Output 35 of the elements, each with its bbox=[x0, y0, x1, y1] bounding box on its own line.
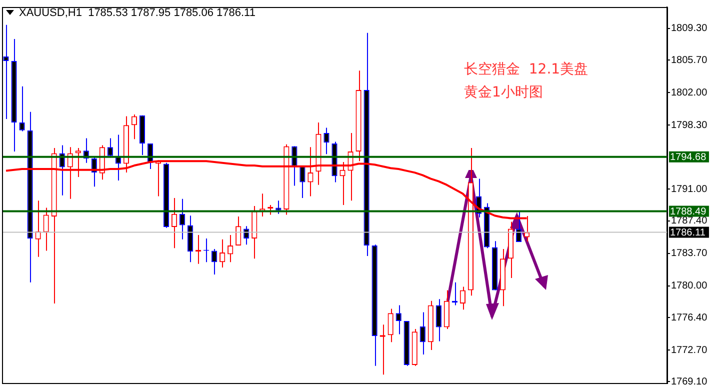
y-tick-label: 1769.10 bbox=[671, 376, 708, 388]
y-tick-label: 1791.00 bbox=[671, 184, 708, 195]
candlestick bbox=[35, 200, 41, 258]
annotation: 黄金1小时图 bbox=[464, 84, 543, 101]
candlestick bbox=[171, 198, 178, 249]
annotation: 长空猎金 12.1美盘 bbox=[464, 62, 588, 78]
y-tick-label: 1783.70 bbox=[671, 248, 708, 260]
candlestick bbox=[220, 238, 226, 268]
candlestick bbox=[388, 308, 394, 343]
candlestick bbox=[228, 234, 234, 263]
candlestick bbox=[212, 248, 218, 275]
candlestick bbox=[276, 200, 282, 214]
candlestick bbox=[43, 207, 49, 252]
candlestick bbox=[420, 312, 426, 355]
y-tick-label: 1780.00 bbox=[671, 280, 708, 292]
candlestick bbox=[300, 165, 306, 199]
candlestick bbox=[179, 198, 186, 240]
candlestick bbox=[396, 304, 402, 335]
y-tick-label: 1802.00 bbox=[671, 87, 708, 98]
candlestick bbox=[436, 298, 442, 342]
ref-line-label: 1794.68 bbox=[670, 152, 707, 164]
y-tick-label: 1805.70 bbox=[671, 54, 708, 66]
chart-title: XAUUSD,H1 1785.53 1787.95 1785.06 1786.11 bbox=[19, 7, 256, 20]
y-tick-label: 1798.30 bbox=[671, 120, 708, 131]
y-tick-label: 1772.70 bbox=[671, 344, 708, 356]
y-tick-label: 1809.30 bbox=[671, 23, 708, 34]
ref-line-label: 1788.49 bbox=[670, 206, 707, 218]
candlestick bbox=[460, 286, 466, 310]
candlestick bbox=[131, 114, 138, 140]
y-tick-label: 1776.40 bbox=[671, 312, 708, 324]
y-tick-label: 1787.40 bbox=[671, 216, 708, 227]
candlestick bbox=[236, 216, 242, 246]
ref-line-label: 1786.11 bbox=[670, 227, 706, 238]
candlestick bbox=[324, 127, 330, 155]
candlestick bbox=[19, 86, 25, 132]
